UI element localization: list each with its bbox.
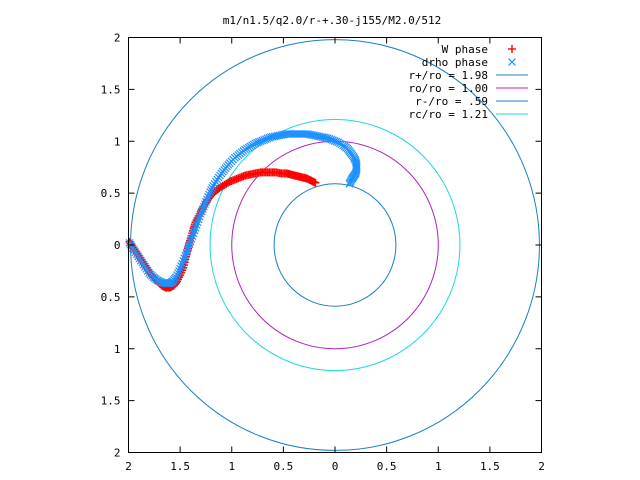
drho-phase-point [188, 232, 197, 240]
drho-phase-point [200, 200, 209, 209]
y-tick-label: 1 [114, 343, 121, 356]
x-tick-label: 1 [435, 460, 442, 473]
legend-label: rc/ro = 1.21 [409, 108, 488, 121]
drho-phase-point [195, 212, 204, 221]
drho-phase-point [177, 262, 186, 271]
points-layer [125, 130, 361, 292]
legend-label: ro/ro = 1.00 [409, 82, 488, 95]
drho-phase-point [192, 221, 201, 229]
x-tick-label: 0.5 [273, 460, 293, 473]
y-tick-label: 0.5 [101, 187, 121, 200]
x-tick-label: 1.5 [170, 460, 190, 473]
y-tick-label: 0 [114, 239, 121, 252]
drho-phase-point [174, 269, 182, 277]
drho-phase-point [194, 215, 203, 224]
drho-phase-point [172, 273, 180, 282]
w-phase-point [311, 178, 320, 187]
drho-phase-point [180, 254, 189, 263]
drho-phase-point [204, 193, 212, 201]
y-tick-label: 2 [114, 447, 121, 460]
legend-swatch-w-phase [508, 45, 516, 53]
x-tick-label: 2 [125, 460, 132, 473]
y-tick-label: 0.5 [101, 291, 121, 304]
drho-phase-point [176, 264, 185, 273]
x-tick-label: 2 [538, 460, 545, 473]
drho-phase-point [202, 197, 210, 206]
drho-phase-point [173, 271, 181, 280]
drho-phase-point [185, 240, 194, 249]
y-tick-label: 1.5 [101, 83, 121, 96]
circle-r-minus [273, 183, 397, 307]
drho-phase-point [190, 226, 199, 235]
chart-title: m1/n1.5/q2.0/r-+.30-j155/M2.0/512 [223, 14, 442, 27]
drho-phase-point [184, 243, 193, 251]
drho-phase-point [197, 207, 206, 216]
drho-phase-point [186, 237, 195, 246]
legend-label: W phase [442, 43, 488, 56]
drho-phase-point [199, 202, 208, 211]
drho-phase-point [179, 256, 188, 265]
drho-phase-point [205, 190, 213, 199]
drho-phase-point [191, 223, 200, 232]
y-tick-label: 1.5 [101, 395, 121, 408]
drho-phase-point [189, 229, 198, 238]
legend-label: r-/ro = .59 [415, 95, 488, 108]
x-tick-label: 1 [228, 460, 235, 473]
drho-phase-point [208, 184, 217, 192]
drho-phase-point [175, 267, 184, 275]
legend-swatch-drho-phase [508, 58, 516, 66]
drho-phase-point [196, 209, 205, 218]
y-tick-label: 2 [114, 32, 121, 45]
x-tick-label: 1.5 [480, 460, 500, 473]
x-tick-label: 0 [332, 460, 339, 473]
drho-phase-point [203, 195, 211, 204]
drho-phase-point [345, 179, 354, 188]
drho-phase-point [193, 218, 202, 227]
circle-rc [209, 118, 461, 372]
drho-phase-point [182, 248, 191, 257]
drho-phase-point [207, 186, 216, 194]
ticks-layer: 2 1.5 1 0.5 0 0.5 1 1.5 221.510.500.511.52 [101, 32, 545, 474]
drho-phase-point [178, 259, 187, 268]
drho-phase-point [198, 205, 207, 213]
y-tick-label: 1 [114, 135, 121, 148]
drho-phase-point [183, 245, 192, 254]
drho-phase-point [181, 251, 190, 260]
drho-phase-point [206, 188, 214, 197]
legend-label: r+/ro = 1.98 [409, 69, 488, 82]
legend-label: drho phase [422, 56, 488, 69]
drho-phase-point [187, 234, 196, 243]
x-tick-label: 0.5 [377, 460, 397, 473]
